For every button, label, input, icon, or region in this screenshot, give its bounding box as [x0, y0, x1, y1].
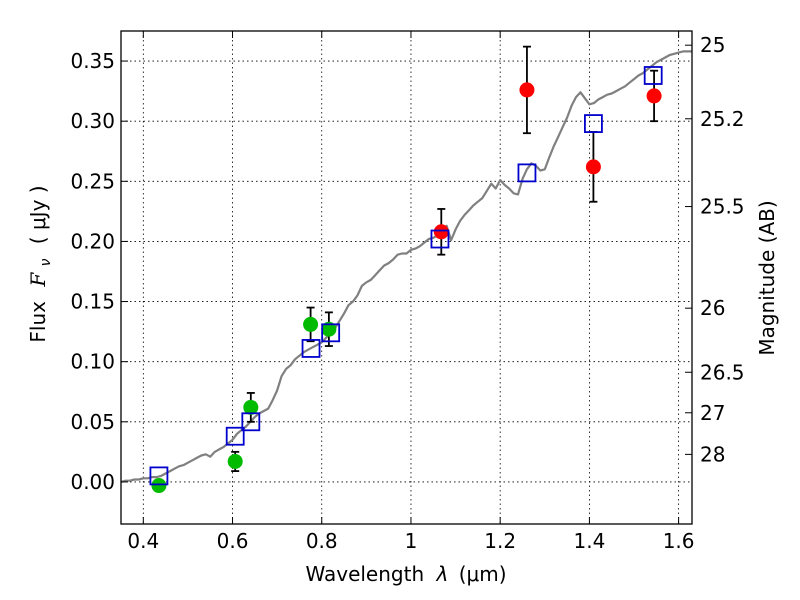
x-axis-title-unit: (μm) [459, 562, 507, 586]
y-ticks: 0.00 0.05 0.10 0.15 0.20 0.25 0.30 0.35 [70, 49, 128, 494]
observed-point [227, 453, 243, 469]
x-tick-label: 1.6 [663, 529, 695, 553]
x-tick-label: 1.4 [573, 529, 605, 553]
observed-point [321, 321, 337, 337]
x-axis-title: Wavelength λ (μm) [305, 562, 506, 586]
model-photometry-square [301, 339, 321, 358]
observed-point [519, 82, 535, 98]
x-tick-label: 1 [405, 529, 418, 553]
model-photometry-square [430, 229, 450, 249]
grid [121, 31, 692, 524]
model-photometry-square [321, 323, 341, 343]
magnitude-tick-label: 25.5 [700, 195, 745, 219]
y-tick-label: 0.30 [70, 109, 115, 133]
y-tick-label: 0.10 [70, 350, 115, 374]
magnitude-tick-label: 26.5 [700, 360, 745, 384]
y-tick-label: 0.35 [70, 49, 115, 73]
magnitude-tick-label: 28 [700, 442, 725, 466]
x-tick-label: 0.6 [217, 529, 249, 553]
x-tick-label: 0.4 [127, 529, 159, 553]
model-photometry-square [517, 163, 537, 183]
observed-point [433, 224, 449, 240]
observed-point [243, 399, 259, 415]
model-photometry-square [241, 412, 261, 432]
observed-point [585, 159, 601, 175]
plot-frame [120, 30, 693, 525]
observed-point [303, 316, 319, 332]
magnitude-ticks: 25 25.2 25.5 26 26.5 27 28 [685, 33, 745, 466]
magnitude-tick-label: 25 [700, 33, 725, 57]
magnitude-tick-label: 25.2 [700, 107, 745, 131]
y-tick-label: 0.05 [70, 410, 115, 434]
y-tick-label: 0.25 [70, 169, 115, 193]
y-axis-title-subscript: ν [38, 258, 54, 266]
magnitude-tick-label: 26 [700, 296, 725, 320]
model-photometry-square [643, 66, 663, 85]
y-tick-label: 0.00 [70, 470, 115, 494]
y-axis-title: Flux F ν ( μJy ) [26, 185, 55, 342]
model-photometry-square [225, 426, 245, 446]
observed-point [646, 88, 662, 104]
x-tick-label: 0.8 [306, 529, 338, 553]
x-ticks: 0.4 0.6 0.8 1 1.2 1.4 1.6 [127, 31, 695, 553]
model-photometry-square [584, 114, 603, 133]
model-spectrum-line [120, 50, 692, 483]
model-photometry-points [149, 66, 663, 486]
magnitude-axis-title: Magnitude (AB) [755, 200, 779, 355]
y-axis-title-prefix: Flux [26, 301, 50, 343]
y-tick-label: 0.15 [70, 290, 115, 314]
observed-point [151, 478, 167, 494]
magnitude-tick-label: 27 [700, 401, 725, 425]
x-axis-title-prefix: Wavelength [305, 562, 424, 586]
x-axis-title-symbol: λ [436, 562, 449, 586]
model-photometry-square [149, 466, 169, 486]
model-spectrum [120, 50, 692, 483]
x-tick-label: 1.2 [484, 529, 516, 553]
error-bars [231, 45, 659, 472]
y-axis-title-symbol: F [26, 272, 50, 288]
y-tick-label: 0.20 [70, 229, 115, 253]
y-axis-title-unit: ( μJy ) [26, 185, 50, 244]
observed-points [151, 82, 662, 494]
